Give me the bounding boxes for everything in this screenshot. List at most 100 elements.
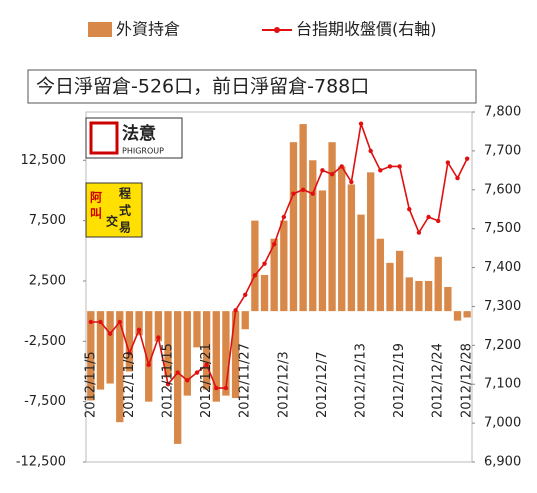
bar xyxy=(212,311,220,402)
bar xyxy=(415,280,423,312)
point xyxy=(136,327,142,332)
legend-swatch xyxy=(88,22,112,37)
annotation: 今日淨留倉-526口，前日淨留倉-788口 xyxy=(36,76,369,98)
point xyxy=(358,121,364,126)
bar xyxy=(145,311,153,402)
y2-tick-label: 7,600 xyxy=(484,182,521,197)
y2-tick-label: 7,400 xyxy=(484,260,521,275)
bar xyxy=(444,287,452,312)
legend-label: 外資持倉 xyxy=(116,20,180,39)
logo-char: 程 xyxy=(119,186,131,201)
point xyxy=(194,370,200,375)
bar xyxy=(289,142,298,312)
bar xyxy=(260,274,269,312)
point xyxy=(300,187,306,192)
x-tick-label: 2012/11/5 xyxy=(83,351,98,418)
x-tick-label: 2012/12/19 xyxy=(392,343,407,418)
legend-marker xyxy=(274,27,280,33)
point xyxy=(185,378,190,383)
x-tick-label: 2012/11/27 xyxy=(238,343,253,418)
bar xyxy=(309,160,317,312)
bar xyxy=(395,250,404,312)
y2-tick-label: 7,000 xyxy=(484,416,521,431)
bar xyxy=(347,184,356,312)
point xyxy=(98,319,103,325)
point xyxy=(387,164,393,169)
point xyxy=(455,175,460,181)
logo-name: 法意 xyxy=(122,123,156,144)
x-tick-label: 2012/12/28 xyxy=(460,343,475,418)
bar xyxy=(328,142,336,312)
y-tick-label: -12,500 xyxy=(16,455,66,470)
bar xyxy=(241,311,249,330)
bar xyxy=(183,311,191,396)
bar xyxy=(434,256,442,312)
logo-icon xyxy=(89,121,119,155)
point xyxy=(291,191,296,196)
bar xyxy=(318,190,327,312)
point xyxy=(349,179,354,185)
y2-tick-label: 7,100 xyxy=(484,377,521,392)
bar xyxy=(125,311,134,372)
bar xyxy=(174,311,182,444)
annotation-box xyxy=(27,69,477,104)
point xyxy=(156,335,161,340)
bar xyxy=(386,262,394,312)
y2-tick-label: 7,500 xyxy=(484,221,521,236)
y-tick-label: 7,500 xyxy=(29,213,66,228)
point xyxy=(397,164,402,169)
point xyxy=(329,172,335,177)
x-tick-label: 2012/11/9 xyxy=(122,351,137,418)
y-tick-label: -2,500 xyxy=(24,334,66,349)
bar xyxy=(87,311,95,401)
legend-label: 台指期收盤價(右軸) xyxy=(296,20,437,39)
point xyxy=(339,164,344,169)
point xyxy=(368,148,373,154)
bar xyxy=(135,311,143,336)
bar xyxy=(270,238,278,312)
logo-char: 易 xyxy=(119,221,131,235)
point xyxy=(204,362,209,367)
point xyxy=(378,168,383,173)
y-tick-label: 12,500 xyxy=(21,153,67,168)
logo2-box xyxy=(85,182,143,238)
bar xyxy=(202,311,211,390)
point xyxy=(88,319,94,325)
x-tick-label: 2012/11/21 xyxy=(199,343,214,418)
point xyxy=(117,319,122,325)
x-tick-label: 2012/12/24 xyxy=(431,343,446,418)
point xyxy=(464,156,470,161)
y-tick-label: 2,500 xyxy=(29,273,66,288)
point xyxy=(445,160,451,165)
x-tick-label: 2012/12/13 xyxy=(354,343,369,418)
bar xyxy=(280,220,288,312)
y2-tick-label: 6,900 xyxy=(484,455,521,470)
bar xyxy=(193,311,201,348)
bar xyxy=(154,311,163,342)
point xyxy=(320,168,325,173)
point xyxy=(426,214,431,220)
logo-char: 式 xyxy=(119,203,131,218)
bar xyxy=(96,311,105,390)
line xyxy=(90,123,468,389)
point xyxy=(175,370,180,375)
bar xyxy=(463,311,471,318)
bar xyxy=(106,311,114,384)
point xyxy=(165,382,171,387)
x-tick-label: 2012/12/7 xyxy=(315,351,330,418)
point xyxy=(243,292,248,297)
point xyxy=(146,362,151,367)
y-tick-label: -7,500 xyxy=(24,394,66,409)
point xyxy=(310,191,315,196)
bar xyxy=(367,172,375,312)
point xyxy=(214,385,219,391)
y2-tick-label: 7,200 xyxy=(484,338,521,353)
bar xyxy=(424,280,433,312)
logo-char: 交 xyxy=(106,214,118,229)
point xyxy=(407,207,412,212)
point xyxy=(127,350,132,356)
logo-sub: PHIGROUP xyxy=(122,147,164,156)
bar xyxy=(116,311,124,423)
point xyxy=(416,230,422,235)
